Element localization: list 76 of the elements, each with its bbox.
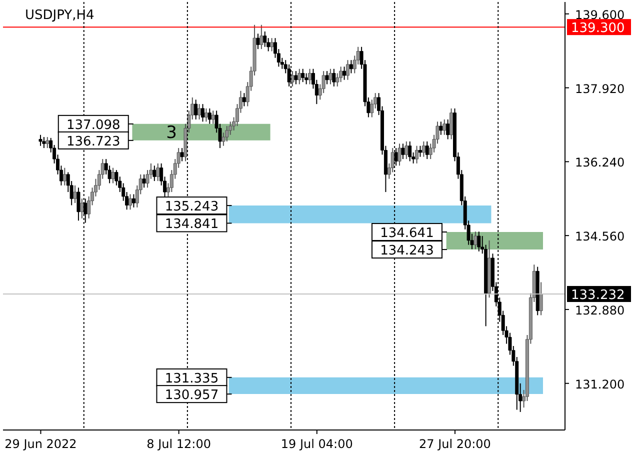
candlestick xyxy=(211,110,215,124)
candlestick xyxy=(304,72,308,85)
candlestick xyxy=(270,38,274,52)
y-tick-label: 136.240 xyxy=(575,156,625,170)
annotation: 135.243 xyxy=(164,200,219,215)
y-tick-label: 131.200 xyxy=(575,377,625,392)
candlestick xyxy=(401,143,405,160)
candlestick xyxy=(294,70,298,85)
annotation: 137.098 xyxy=(66,118,120,133)
candlestick xyxy=(325,70,329,85)
candlestick xyxy=(398,143,402,166)
candlestick xyxy=(450,108,454,140)
candlestick xyxy=(418,145,422,158)
candlestick xyxy=(425,140,429,160)
candlestick xyxy=(263,30,267,48)
candlestick xyxy=(256,33,260,50)
annotation: 134.243 xyxy=(380,244,434,259)
ref-line-label: 139.300 xyxy=(571,21,625,36)
candlestick xyxy=(76,187,80,222)
candlestick xyxy=(132,194,136,208)
candlestick xyxy=(346,60,350,80)
y-tick-label: 137.920 xyxy=(575,82,625,96)
candlestick xyxy=(152,165,156,182)
annotation: 134.641 xyxy=(380,226,434,242)
candlestick xyxy=(46,136,50,149)
candlestick xyxy=(442,118,446,136)
x-tick-label: 27 Jul 20:00 xyxy=(418,437,491,451)
candlestick xyxy=(200,104,204,122)
text: USDJPY,H4 xyxy=(25,8,94,23)
candlestick xyxy=(308,68,312,85)
candlestick xyxy=(42,136,46,149)
candlestick xyxy=(80,198,84,219)
annotation: 136.723 xyxy=(66,134,120,150)
annotation: 130.957 xyxy=(164,388,219,404)
candlestick xyxy=(404,140,408,160)
candlestick xyxy=(328,68,332,85)
x-tick-label: 19 Jul 04:00 xyxy=(280,437,353,451)
candlestick xyxy=(225,126,229,142)
annotation: 3 xyxy=(166,123,178,144)
candlestick xyxy=(198,104,202,120)
candlestick xyxy=(180,148,184,162)
candlestick xyxy=(111,167,115,184)
candlestick xyxy=(342,66,346,80)
candlestick xyxy=(194,99,198,120)
candlestick xyxy=(349,60,353,74)
candlestick xyxy=(208,108,212,124)
candlestick xyxy=(204,108,208,122)
candlestick xyxy=(298,68,302,85)
y-tick-label: 134.560 xyxy=(575,230,625,244)
candlestick xyxy=(415,145,419,164)
candlestick xyxy=(38,134,42,146)
candlestick xyxy=(128,194,132,210)
candlestick xyxy=(260,24,264,50)
candlestick xyxy=(73,184,77,204)
x-tick-label: 29 Jun 2022 xyxy=(4,437,77,451)
annotation: 134.841 xyxy=(164,217,219,232)
x-tick-label: 8 Jul 12:00 xyxy=(146,437,211,451)
candlestick xyxy=(422,140,426,158)
candlestick xyxy=(339,66,343,83)
candlestick xyxy=(242,92,246,107)
candlestick xyxy=(408,140,412,162)
y-tick-label: 139.600 xyxy=(575,8,625,22)
candlestick xyxy=(332,68,336,87)
y-tick-label: 132.880 xyxy=(575,303,625,318)
candlestick xyxy=(477,231,481,252)
candlestick xyxy=(446,118,450,140)
candlestick xyxy=(62,167,66,186)
candlestick xyxy=(301,68,305,83)
candlestick xyxy=(290,70,294,87)
candlestick xyxy=(439,121,443,136)
candlestick xyxy=(142,174,146,188)
candlestick xyxy=(156,162,160,182)
ref-line-label: 133.232 xyxy=(571,288,625,303)
annotation: 131.335 xyxy=(164,371,219,386)
candlestick xyxy=(539,282,543,316)
candlestick xyxy=(474,231,478,250)
